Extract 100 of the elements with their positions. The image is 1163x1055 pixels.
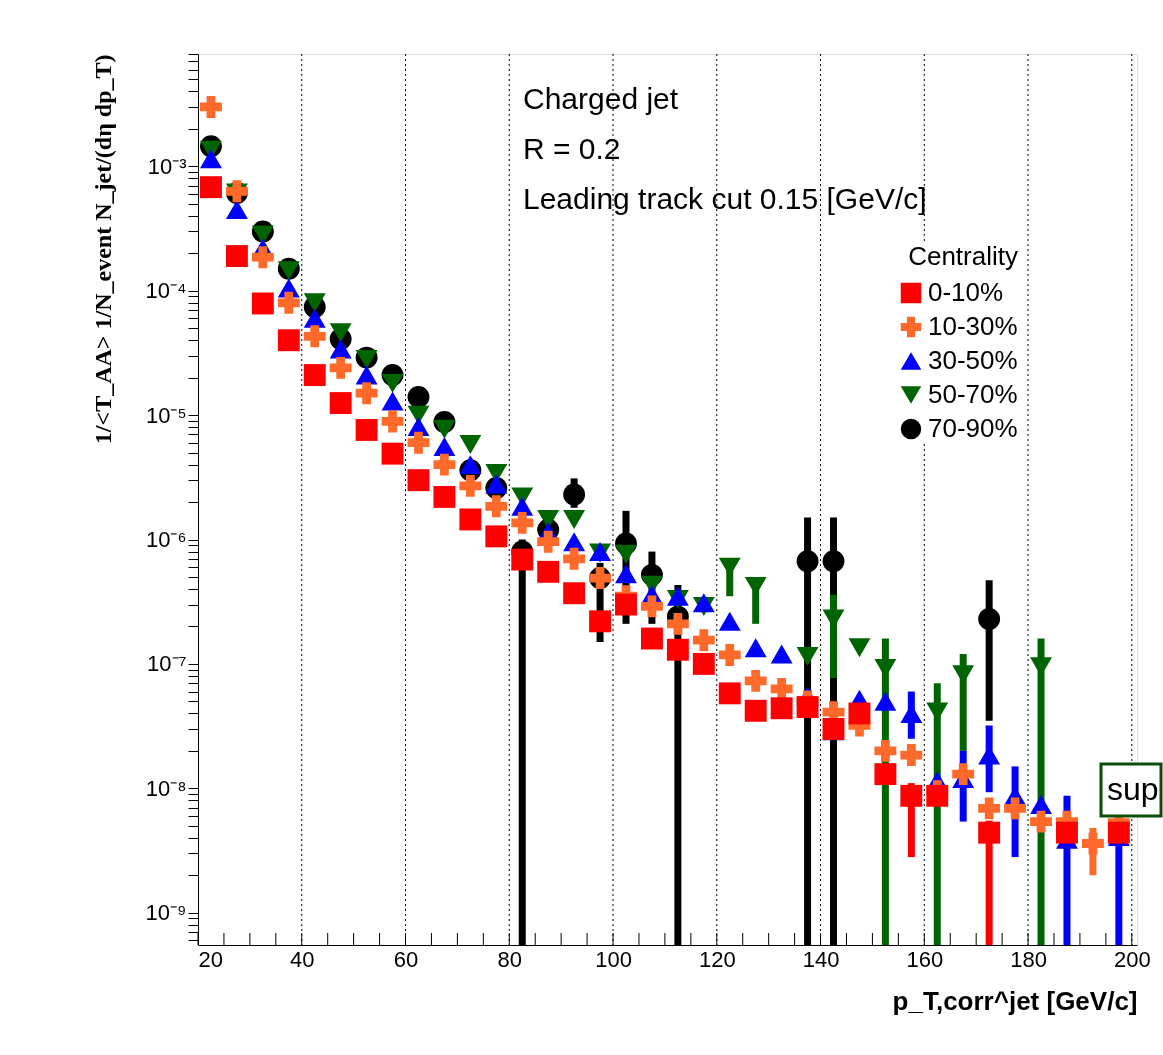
point [433, 453, 456, 476]
x-tick-label: 60 [393, 946, 419, 972]
x-axis-title: p_T,corr^jet [GeV/c] [892, 985, 1138, 1016]
point [329, 323, 352, 343]
legend-label: 10-30% [928, 311, 1018, 341]
point [718, 644, 741, 666]
y-tick-label: 10⁻⁶ [145, 527, 187, 553]
point [329, 392, 352, 415]
annotation: R = 0.2 [523, 132, 621, 165]
legend-label: 50-70% [928, 379, 1018, 409]
point [744, 638, 767, 658]
point [485, 495, 508, 518]
point [900, 744, 923, 767]
point [615, 544, 637, 564]
point [563, 582, 586, 605]
point [407, 431, 430, 454]
point [563, 547, 586, 570]
point [848, 702, 871, 725]
point [615, 564, 637, 584]
point [277, 329, 300, 352]
y-tick-label: 10⁻⁴ [145, 278, 187, 304]
point [485, 474, 508, 494]
point [796, 646, 819, 666]
point [251, 246, 274, 269]
x-tick-label: 140 [802, 946, 840, 972]
point [770, 697, 793, 720]
point [718, 611, 741, 631]
point [433, 485, 456, 508]
y-tick-label: 10⁻³ [147, 153, 187, 179]
x-tick-label: 160 [906, 946, 944, 972]
point [485, 525, 508, 548]
point [718, 682, 741, 705]
point [537, 530, 560, 553]
legend-label: 0-10% [928, 277, 1004, 307]
point [200, 176, 222, 199]
point [459, 474, 482, 497]
annotation: sup [1107, 771, 1159, 807]
point [640, 627, 663, 650]
point [459, 455, 482, 475]
annotation: Charged jet [523, 82, 679, 115]
x-tick-label: 120 [698, 946, 736, 972]
point [666, 612, 689, 635]
x-tick-label: 100 [595, 946, 632, 972]
point [381, 391, 404, 411]
point [874, 763, 897, 786]
point [900, 784, 923, 807]
point [433, 419, 456, 439]
point [303, 364, 326, 386]
point [640, 595, 663, 618]
point [796, 696, 819, 719]
point [978, 607, 1001, 630]
point [225, 245, 248, 268]
point [563, 483, 586, 506]
point [978, 797, 1001, 820]
point [1107, 821, 1130, 844]
point [277, 291, 300, 314]
point [1004, 797, 1027, 820]
point [874, 691, 897, 711]
point [329, 339, 352, 359]
point [303, 325, 326, 348]
point [511, 548, 534, 571]
point [589, 610, 612, 633]
point [744, 669, 767, 692]
point [692, 652, 715, 675]
point [666, 638, 689, 661]
point [1056, 821, 1078, 844]
point [407, 469, 430, 492]
point [615, 593, 637, 616]
point [329, 356, 352, 379]
point [978, 821, 1001, 844]
point [407, 386, 430, 408]
point [1030, 810, 1052, 833]
point [225, 199, 248, 219]
point [251, 225, 274, 245]
x-tick-label: 180 [1010, 946, 1047, 972]
point [848, 638, 871, 658]
point [381, 442, 404, 465]
point [744, 699, 767, 722]
x-tick-label: 80 [497, 946, 523, 972]
point [822, 550, 845, 573]
y-tick-label: 10⁻⁹ [145, 900, 187, 926]
y-tick-label: 10⁻⁷ [147, 651, 187, 677]
x-tick-label: 20 [198, 946, 223, 972]
point [381, 373, 404, 393]
point [303, 293, 326, 313]
x-tick-label: 40 [290, 946, 315, 972]
point [355, 382, 378, 405]
point [692, 629, 715, 652]
legend-title: Centrality [908, 241, 1018, 271]
point [355, 419, 378, 441]
x-tick-label: 200 [1113, 946, 1151, 972]
point [874, 739, 897, 762]
point [433, 436, 456, 456]
point [200, 96, 222, 118]
y-axis-title: 1/<T_AA> 1/N_event N_jet/(dη dp_T) [89, 54, 116, 445]
point [563, 509, 586, 529]
point [537, 560, 560, 583]
point [1081, 832, 1104, 855]
point [251, 292, 274, 315]
point [459, 508, 482, 531]
